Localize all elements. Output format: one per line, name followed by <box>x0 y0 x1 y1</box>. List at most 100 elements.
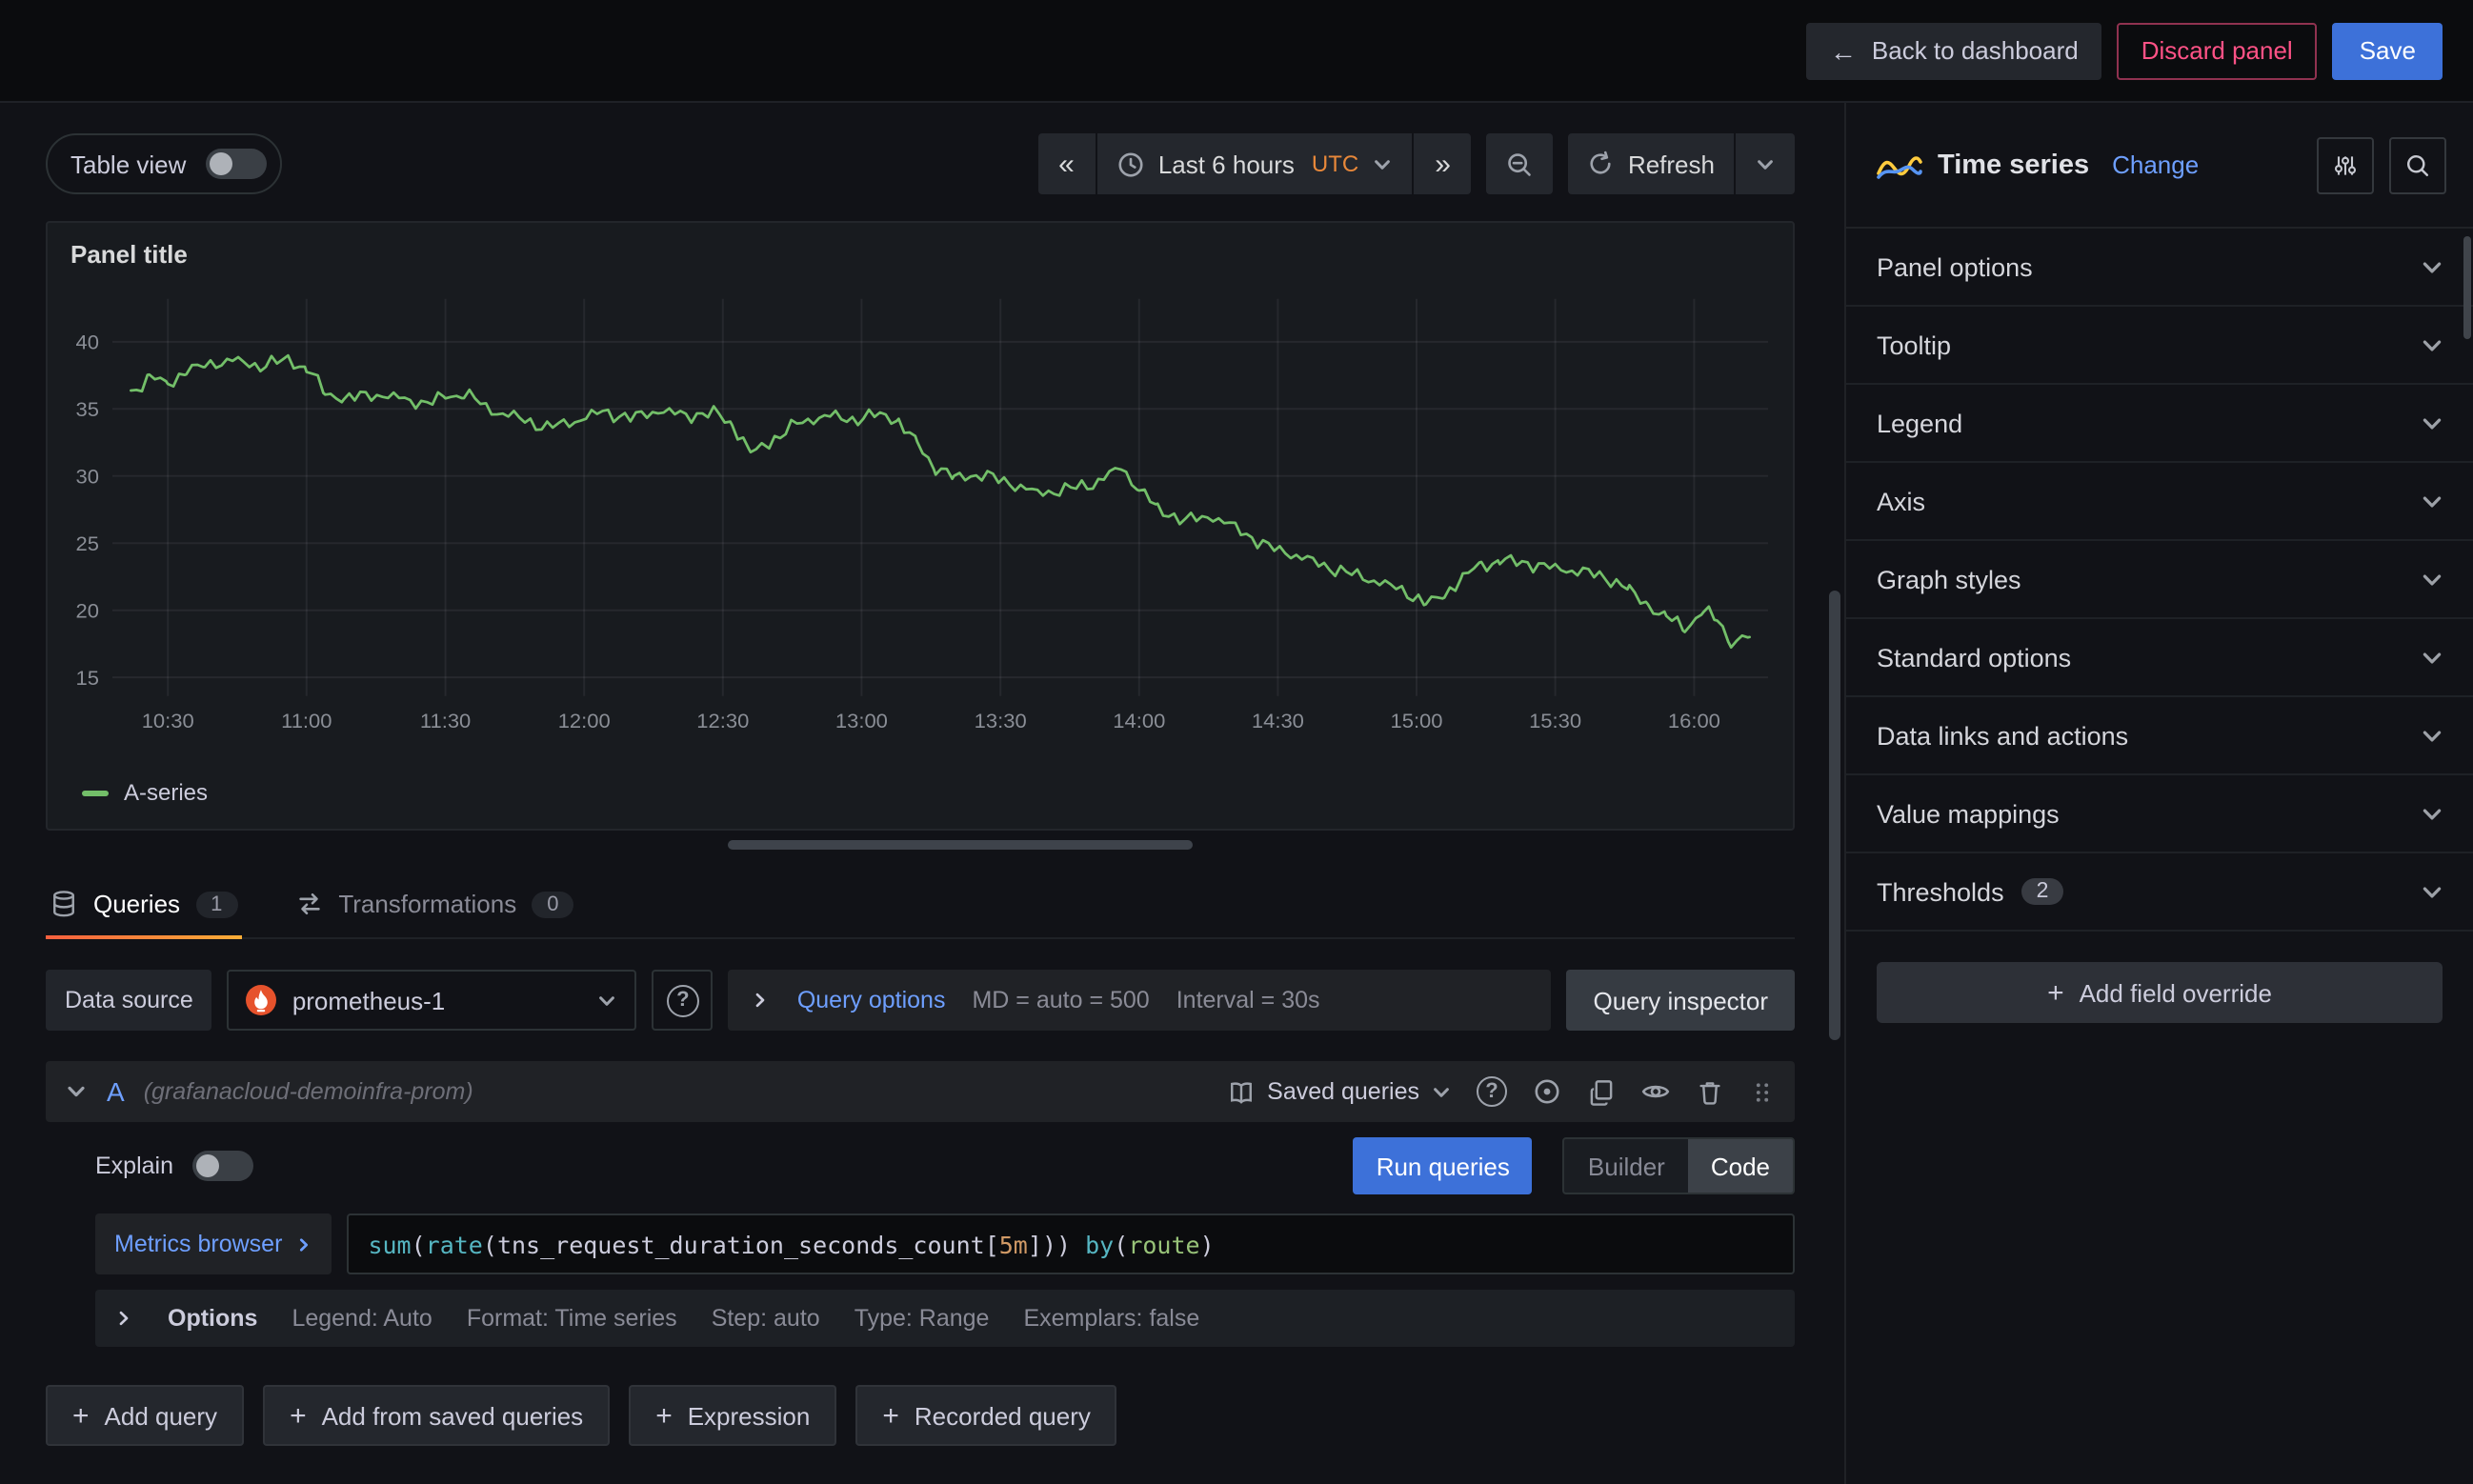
query-token: by <box>1085 1230 1115 1258</box>
datasource-picker[interactable]: prometheus-1 <box>227 970 637 1031</box>
svg-text:14:00: 14:00 <box>1113 709 1165 732</box>
options-section-legend[interactable]: Legend <box>1846 385 2473 463</box>
options-section-panel-options[interactable]: Panel options <box>1846 229 2473 307</box>
svg-text:13:00: 13:00 <box>835 709 888 732</box>
run-queries-button[interactable]: Run queries <box>1353 1137 1533 1194</box>
query-inspector-button[interactable]: Query inspector <box>1566 970 1795 1031</box>
back-to-dashboard-button[interactable]: ← Back to dashboard <box>1806 22 2101 79</box>
metrics-browser-button[interactable]: Metrics browser <box>95 1213 332 1274</box>
pane-actions <box>2317 136 2446 193</box>
change-label: Change <box>2112 150 2200 179</box>
refresh-button[interactable]: Refresh <box>1568 133 1734 194</box>
query-record-button[interactable] <box>1532 1076 1562 1107</box>
query-token: sum <box>368 1230 412 1258</box>
chevron-down-icon <box>2423 495 2442 507</box>
datasource-help-button[interactable]: ? <box>652 970 714 1031</box>
datasource-label: Data source <box>46 970 212 1031</box>
button-label: Expression <box>687 1401 811 1430</box>
expression-button[interactable]: + Expression <box>629 1385 837 1446</box>
zoom-out-time-button[interactable] <box>1486 133 1554 194</box>
table-view-label: Table view <box>70 150 187 178</box>
add-field-override-button[interactable]: + Add field override <box>1877 962 2443 1023</box>
recorded-query-button[interactable]: + Recorded query <box>855 1385 1117 1446</box>
add-field-override-label: Add field override <box>2079 978 2272 1007</box>
database-icon <box>53 891 74 917</box>
query-options-label: Query options <box>796 987 946 1013</box>
back-to-dashboard-label: Back to dashboard <box>1871 36 2079 65</box>
query-row-a: A (grafanacloud-demoinfra-prom) Saved qu… <box>46 1061 1795 1347</box>
button-label: Add query <box>104 1401 218 1430</box>
options-section-graph-styles[interactable]: Graph styles <box>1846 541 2473 619</box>
visualization-header: Time series Change <box>1846 103 2473 229</box>
plus-icon: + <box>2047 976 2064 1009</box>
query-options-row[interactable]: Options Legend: Auto Format: Time series S… <box>95 1290 1795 1347</box>
promql-query-input[interactable]: sum(rate(tns_request_duration_seconds_co… <box>347 1213 1795 1274</box>
save-button[interactable]: Save <box>2332 22 2443 79</box>
options-section-standard-options[interactable]: Standard options <box>1846 619 2473 697</box>
svg-text:15:30: 15:30 <box>1529 709 1581 732</box>
options-section-axis[interactable]: Axis <box>1846 463 2473 541</box>
editor-pane: Table view « Last 6 hours UTC » <box>0 103 1844 1484</box>
options-pane: Time series Change Panel options Tooltip L… <box>1844 103 2473 1484</box>
disable-query-button[interactable] <box>1640 1076 1671 1107</box>
sidebar-scrollbar-thumb[interactable] <box>2463 236 2471 339</box>
time-series-chart[interactable]: 15 20 25 30 35 40 10:30 11:00 11:30 12:00 12:30 13:… <box>63 288 1778 741</box>
explain-toggle[interactable] <box>192 1151 253 1181</box>
chevron-down-icon <box>2423 652 2442 663</box>
saved-queries-dropdown[interactable]: Saved queries <box>1227 1077 1452 1106</box>
svg-text:11:00: 11:00 <box>281 709 332 732</box>
legend-series-swatch <box>82 790 109 795</box>
discard-panel-button[interactable]: Discard panel <box>2116 22 2318 79</box>
transformations-icon <box>298 892 319 915</box>
copy-icon <box>1590 1079 1613 1105</box>
plus-icon: + <box>290 1399 307 1432</box>
chevron-right-icon <box>756 993 766 1008</box>
time-range-picker[interactable]: Last 6 hours UTC <box>1096 133 1413 194</box>
query-help-button[interactable]: ? <box>1477 1076 1507 1107</box>
time-shift-back-button[interactable]: « <box>1037 133 1096 194</box>
change-visualization-button[interactable]: Change <box>2112 150 2199 179</box>
tab-queries-label: Queries <box>93 890 181 918</box>
prometheus-icon <box>246 985 277 1015</box>
svg-text:35: 35 <box>76 397 99 421</box>
search-options-button[interactable] <box>2389 136 2446 193</box>
chart-legend[interactable]: A-series <box>82 779 208 806</box>
visualization-name: Time series <box>1938 150 2090 180</box>
add-query-button[interactable]: + Add query <box>46 1385 245 1446</box>
max-data-points-value: MD = auto = 500 <box>972 987 1150 1013</box>
tab-transformations[interactable]: Transformations 0 <box>291 871 577 937</box>
svg-text:20: 20 <box>76 599 99 623</box>
refresh-interval-dropdown[interactable] <box>1736 133 1795 194</box>
chevron-down-icon <box>2423 730 2442 741</box>
add-buttons-row: + Add query + Add from saved queries + Expres… <box>46 1385 1795 1446</box>
query-row-header[interactable]: A (grafanacloud-demoinfra-prom) Saved qu… <box>46 1061 1795 1122</box>
option-summary-item: Format: Time series <box>466 1305 677 1332</box>
vertical-scrollbar-thumb[interactable] <box>1829 591 1840 1040</box>
filter-options-button[interactable] <box>2317 136 2374 193</box>
add-from-saved-queries-button[interactable]: + Add from saved queries <box>263 1385 611 1446</box>
interval-value: Interval = 30s <box>1176 987 1320 1013</box>
time-shift-forward-button[interactable]: » <box>1414 133 1472 194</box>
chevron-down-icon <box>1434 1087 1449 1096</box>
options-summary: Legend: Auto Format: Time series Step: aut… <box>292 1305 1199 1332</box>
section-count-badge: 2 <box>2021 878 2064 905</box>
options-section-data-links-and-actions[interactable]: Data links and actions <box>1846 697 2473 775</box>
options-section-thresholds[interactable]: Thresholds 2 <box>1846 853 2473 932</box>
delete-query-button[interactable] <box>1696 1077 1724 1106</box>
tab-queries[interactable]: Queries 1 <box>46 871 241 939</box>
plus-icon: + <box>655 1399 673 1432</box>
horizontal-scrollbar-thumb[interactable] <box>728 840 1193 850</box>
refresh-icon <box>1591 150 1612 174</box>
svg-text:12:00: 12:00 <box>558 709 611 732</box>
tab-queries-count: 1 <box>195 891 238 917</box>
table-view-toggle[interactable] <box>205 149 267 179</box>
code-mode-button[interactable]: Code <box>1687 1139 1793 1193</box>
options-section-tooltip[interactable]: Tooltip <box>1846 307 2473 385</box>
query-options-bar[interactable]: Query options MD = auto = 500 Interval =… <box>728 970 1552 1031</box>
code-label: Code <box>1710 1152 1770 1180</box>
drag-handle[interactable] <box>1749 1077 1776 1106</box>
svg-text:11:30: 11:30 <box>420 709 471 732</box>
options-section-value-mappings[interactable]: Value mappings <box>1846 775 2473 853</box>
builder-mode-button[interactable]: Builder <box>1565 1139 1688 1193</box>
duplicate-query-button[interactable] <box>1587 1077 1616 1106</box>
